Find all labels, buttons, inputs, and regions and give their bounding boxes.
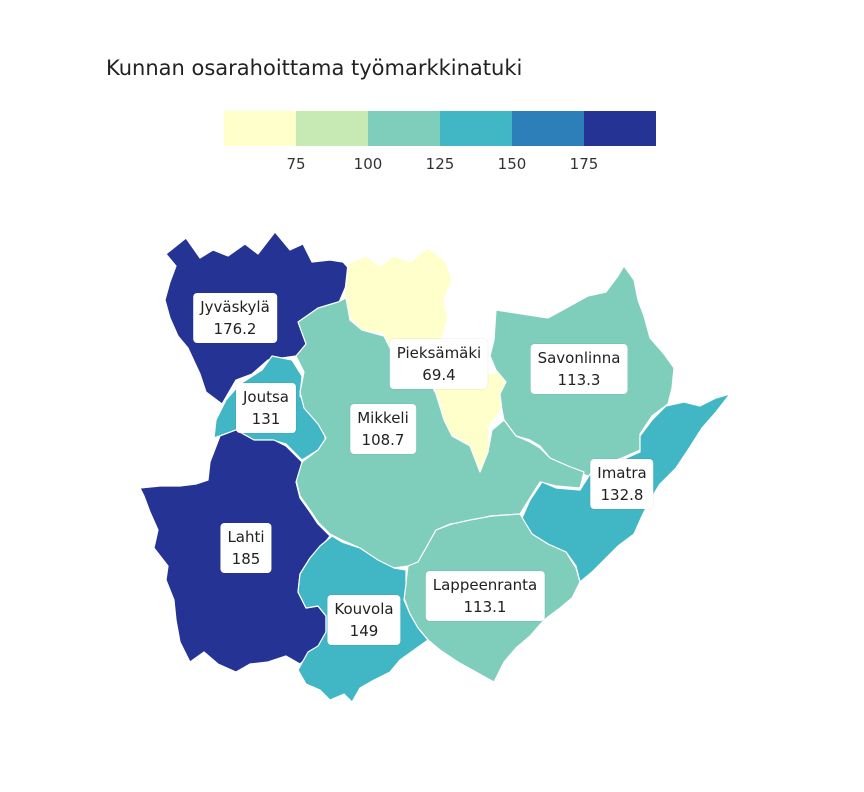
- label-kouvola: Kouvola 149: [327, 595, 401, 645]
- legend-tick-175: 175: [569, 155, 599, 173]
- label-imatra: Imatra 132.8: [590, 459, 654, 509]
- legend-tick-150: 150: [497, 155, 527, 173]
- label-name: Kouvola: [334, 600, 394, 618]
- legend-tick-100: 100: [353, 155, 383, 173]
- legend-tick-125: 125: [425, 155, 455, 173]
- label-lappeenranta: Lappeenranta 113.1: [425, 571, 545, 621]
- color-legend: 75 100 125 150 175: [224, 111, 656, 181]
- label-savonlinna: Savonlinna 113.3: [530, 344, 628, 394]
- legend-tick-75: 75: [286, 155, 306, 173]
- label-joutsa: Joutsa 131: [236, 383, 296, 433]
- label-value: 113.1: [463, 598, 507, 616]
- label-name: Pieksämäki: [396, 344, 482, 362]
- label-name: Lahti: [227, 528, 265, 546]
- label-pieksamaki: Pieksämäki 69.4: [389, 339, 489, 389]
- label-value: 185: [231, 550, 261, 568]
- legend-swatch-6: [584, 111, 656, 146]
- label-lahti: Lahti 185: [220, 523, 272, 573]
- label-name: Mikkeli: [357, 409, 409, 427]
- label-name: Savonlinna: [537, 349, 621, 367]
- map-title: Kunnan osarahoittama työmarkkinatuki: [106, 56, 523, 80]
- label-mikkeli: Mikkeli 108.7: [350, 404, 416, 454]
- label-name: Lappeenranta: [432, 576, 538, 594]
- label-name: Joutsa: [243, 388, 289, 406]
- label-name: Jyväskylä: [200, 298, 270, 316]
- label-jyvaskyla: Jyväskylä 176.2: [193, 293, 277, 343]
- label-value: 69.4: [422, 366, 456, 384]
- label-value: 149: [349, 622, 379, 640]
- legend-swatch-5: [512, 111, 584, 146]
- legend-swatch-2: [296, 111, 368, 146]
- label-name: Imatra: [597, 464, 647, 482]
- legend-swatch-1: [224, 111, 296, 146]
- label-value: 132.8: [600, 486, 644, 504]
- label-value: 113.3: [557, 371, 601, 389]
- label-value: 176.2: [213, 320, 257, 338]
- label-value: 131: [251, 410, 281, 428]
- legend-swatch-3: [368, 111, 440, 146]
- legend-swatch-4: [440, 111, 512, 146]
- label-value: 108.7: [361, 431, 405, 449]
